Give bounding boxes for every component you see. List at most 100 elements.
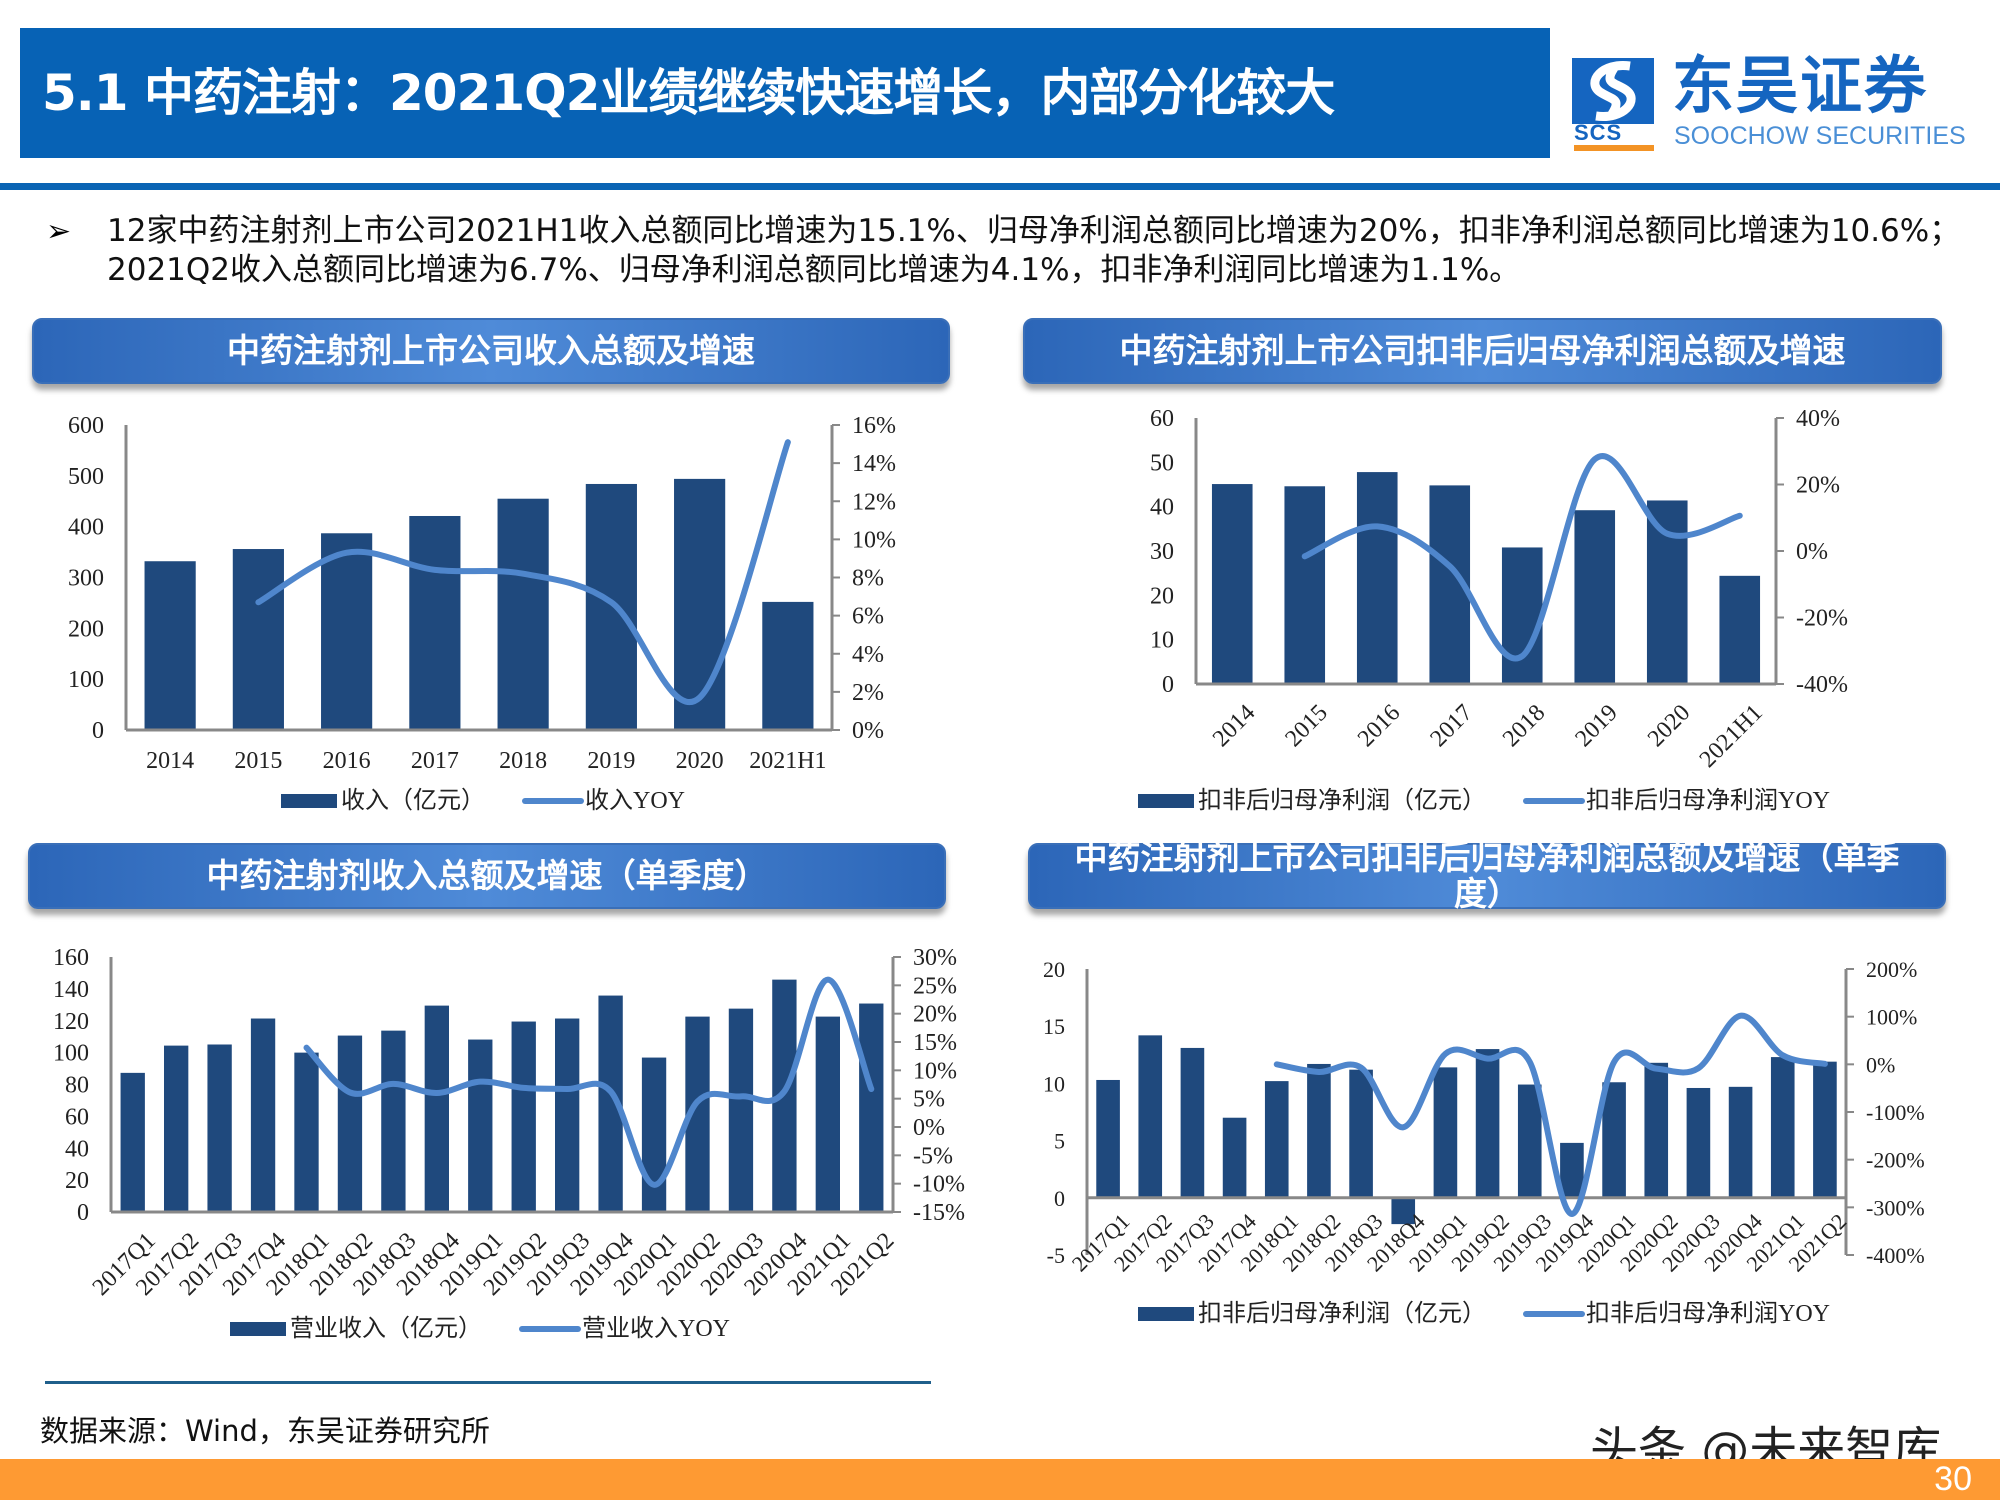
category-label: 2017 — [411, 748, 459, 774]
bar-2020 — [674, 478, 726, 730]
left-tick-label: 120 — [53, 1009, 89, 1035]
bar-2020Q1 — [641, 1057, 667, 1212]
logo-chinese-name: 东吴证券 — [1672, 49, 1929, 122]
right-tick-label: 12% — [852, 489, 896, 515]
yoy-line — [1273, 1012, 1828, 1218]
bar-2018Q4 — [424, 1005, 449, 1212]
legend-bar-swatch — [281, 794, 337, 808]
bar-2018 — [497, 498, 549, 730]
right-tick-label: 0% — [852, 718, 884, 744]
legend-bar-label: 扣非后归母净利润（亿元） — [1198, 1300, 1486, 1327]
bar-2021Q1 — [1770, 1057, 1795, 1198]
left-tick-label: 20 — [1150, 583, 1174, 609]
bar-2020Q2 — [1644, 1062, 1669, 1198]
right-tick-label: 40% — [1796, 406, 1840, 432]
header-divider — [0, 183, 2000, 190]
legend-bar-label: 收入（亿元） — [341, 787, 485, 814]
bar-2019 — [1574, 510, 1616, 684]
right-tick-label: -100% — [1866, 1100, 1925, 1125]
chart-3: 0 20 40 60 80 100 120 140 160 -15%-10% -5%0%5% 10%1… — [53, 945, 965, 1342]
summary-text: 12家中药注射剂上市公司2021H1收入总额同比增速为15.1%、归母净利润总额… — [107, 213, 1961, 288]
bar-2019Q1 — [468, 1039, 493, 1212]
left-tick-label: 600 — [68, 413, 104, 439]
category-label: 2014 — [146, 748, 194, 774]
logo-english-name: SOOCHOW SECURITIES — [1674, 122, 1966, 150]
left-tick-label: 0 — [92, 718, 104, 744]
bar-2017Q2 — [1138, 1035, 1163, 1198]
category-label: 2016 — [323, 748, 371, 774]
bar-2020 — [1646, 500, 1688, 684]
left-tick-label: 0 — [1054, 1186, 1065, 1211]
category-label: 2018 — [499, 748, 547, 774]
legend: 扣非后归母净利润（亿元） 扣非后归母净利润YOY — [1138, 787, 1830, 814]
legend: 扣非后归母净利润（亿元） 扣非后归母净利润YOY — [1138, 1300, 1830, 1327]
bar-2014 — [1211, 484, 1253, 684]
bar-2016 — [321, 533, 373, 730]
legend-line-label: 扣非后归母净利润YOY — [1586, 787, 1830, 814]
left-tick-label: 40 — [65, 1136, 89, 1162]
left-tick-label: 10 — [1043, 1071, 1065, 1096]
panel-header-net-profit: 中药注射剂上市公司扣非后归母净利润总额及增速 — [1023, 318, 1942, 384]
bar-2019Q3 — [1517, 1084, 1542, 1198]
category-label: 2020 — [1643, 700, 1695, 752]
bar-2018Q2 — [1307, 1063, 1331, 1198]
left-tick-label: 80 — [65, 1073, 89, 1099]
category-label: 2021H1 — [1695, 700, 1768, 773]
category-label: 2019 — [587, 748, 635, 774]
right-tick-label: 6% — [852, 604, 884, 630]
right-tick-label: 4% — [852, 642, 884, 668]
bar-2017Q3 — [207, 1044, 232, 1212]
left-tick-label: 20 — [65, 1168, 89, 1194]
right-tick-label: -5% — [913, 1143, 953, 1169]
panel-header-revenue: 中药注射剂上市公司收入总额及增速 — [32, 318, 950, 384]
right-tick-label: -10% — [913, 1172, 965, 1198]
bar-2021H1 — [1719, 575, 1761, 684]
bar-2019Q2 — [511, 1021, 536, 1212]
category-label: 2019 — [1571, 700, 1623, 752]
bar-2021H1 — [762, 601, 814, 730]
bar-2014 — [144, 561, 196, 730]
right-tick-label: -400% — [1866, 1243, 1925, 1268]
bar-2017Q1 — [120, 1072, 145, 1212]
left-tick-label: 140 — [53, 977, 89, 1003]
bar-2017Q1 — [1096, 1079, 1120, 1198]
right-tick-label: 5% — [913, 1087, 945, 1113]
right-tick-label: 2% — [852, 680, 884, 706]
right-tick-label: 20% — [1796, 473, 1840, 499]
left-tick-label: 5 — [1054, 1129, 1065, 1154]
right-tick-label: 0% — [1866, 1052, 1895, 1077]
right-tick-label: -40% — [1796, 672, 1848, 698]
left-tick-label: -5 — [1047, 1243, 1065, 1268]
left-tick-label: 300 — [68, 566, 104, 592]
bar-2021Q2 — [1813, 1061, 1837, 1198]
category-label: 2015 — [234, 748, 282, 774]
legend-bar-label: 营业收入（亿元） — [290, 1315, 482, 1342]
page-number: 30 — [1934, 1460, 1972, 1498]
left-tick-label: 500 — [68, 464, 104, 490]
legend-line-label: 营业收入YOY — [582, 1315, 730, 1342]
left-tick-label: 60 — [1150, 406, 1174, 432]
bar-2021Q2 — [859, 1003, 884, 1212]
bar-2021Q1 — [815, 1016, 840, 1212]
logo-orange-bar — [1574, 145, 1654, 151]
footer-divider — [45, 1381, 931, 1384]
legend-bar-swatch — [230, 1322, 286, 1336]
bar-2019Q2 — [1475, 1049, 1500, 1198]
bar-2018Q1 — [294, 1052, 319, 1212]
right-tick-label: -300% — [1866, 1195, 1925, 1220]
scs-logo-icon — [1572, 58, 1654, 124]
chart-4: -5 0 5 10 15 20 -400% -300% -200% -100% 0% 100% 200%… — [1043, 957, 1925, 1327]
right-tick-label: 100% — [1866, 1005, 1917, 1030]
right-tick-label: 10% — [852, 527, 896, 553]
left-tick-label: 10 — [1150, 628, 1174, 654]
category-label: 2015 — [1281, 700, 1333, 752]
left-tick-label: 40 — [1150, 495, 1174, 521]
bar-2017Q4 — [1222, 1117, 1247, 1198]
legend-bar-swatch — [1138, 1307, 1194, 1321]
right-tick-label: 8% — [852, 566, 884, 592]
category-label: 2018 — [1498, 700, 1550, 752]
legend-bar-swatch — [1138, 794, 1194, 808]
panel-header-quarterly-net-profit: 中药注射剂上市公司扣非后归母净利润总额及增速（单季度） — [1028, 840, 1946, 912]
yoy-line — [303, 976, 875, 1188]
